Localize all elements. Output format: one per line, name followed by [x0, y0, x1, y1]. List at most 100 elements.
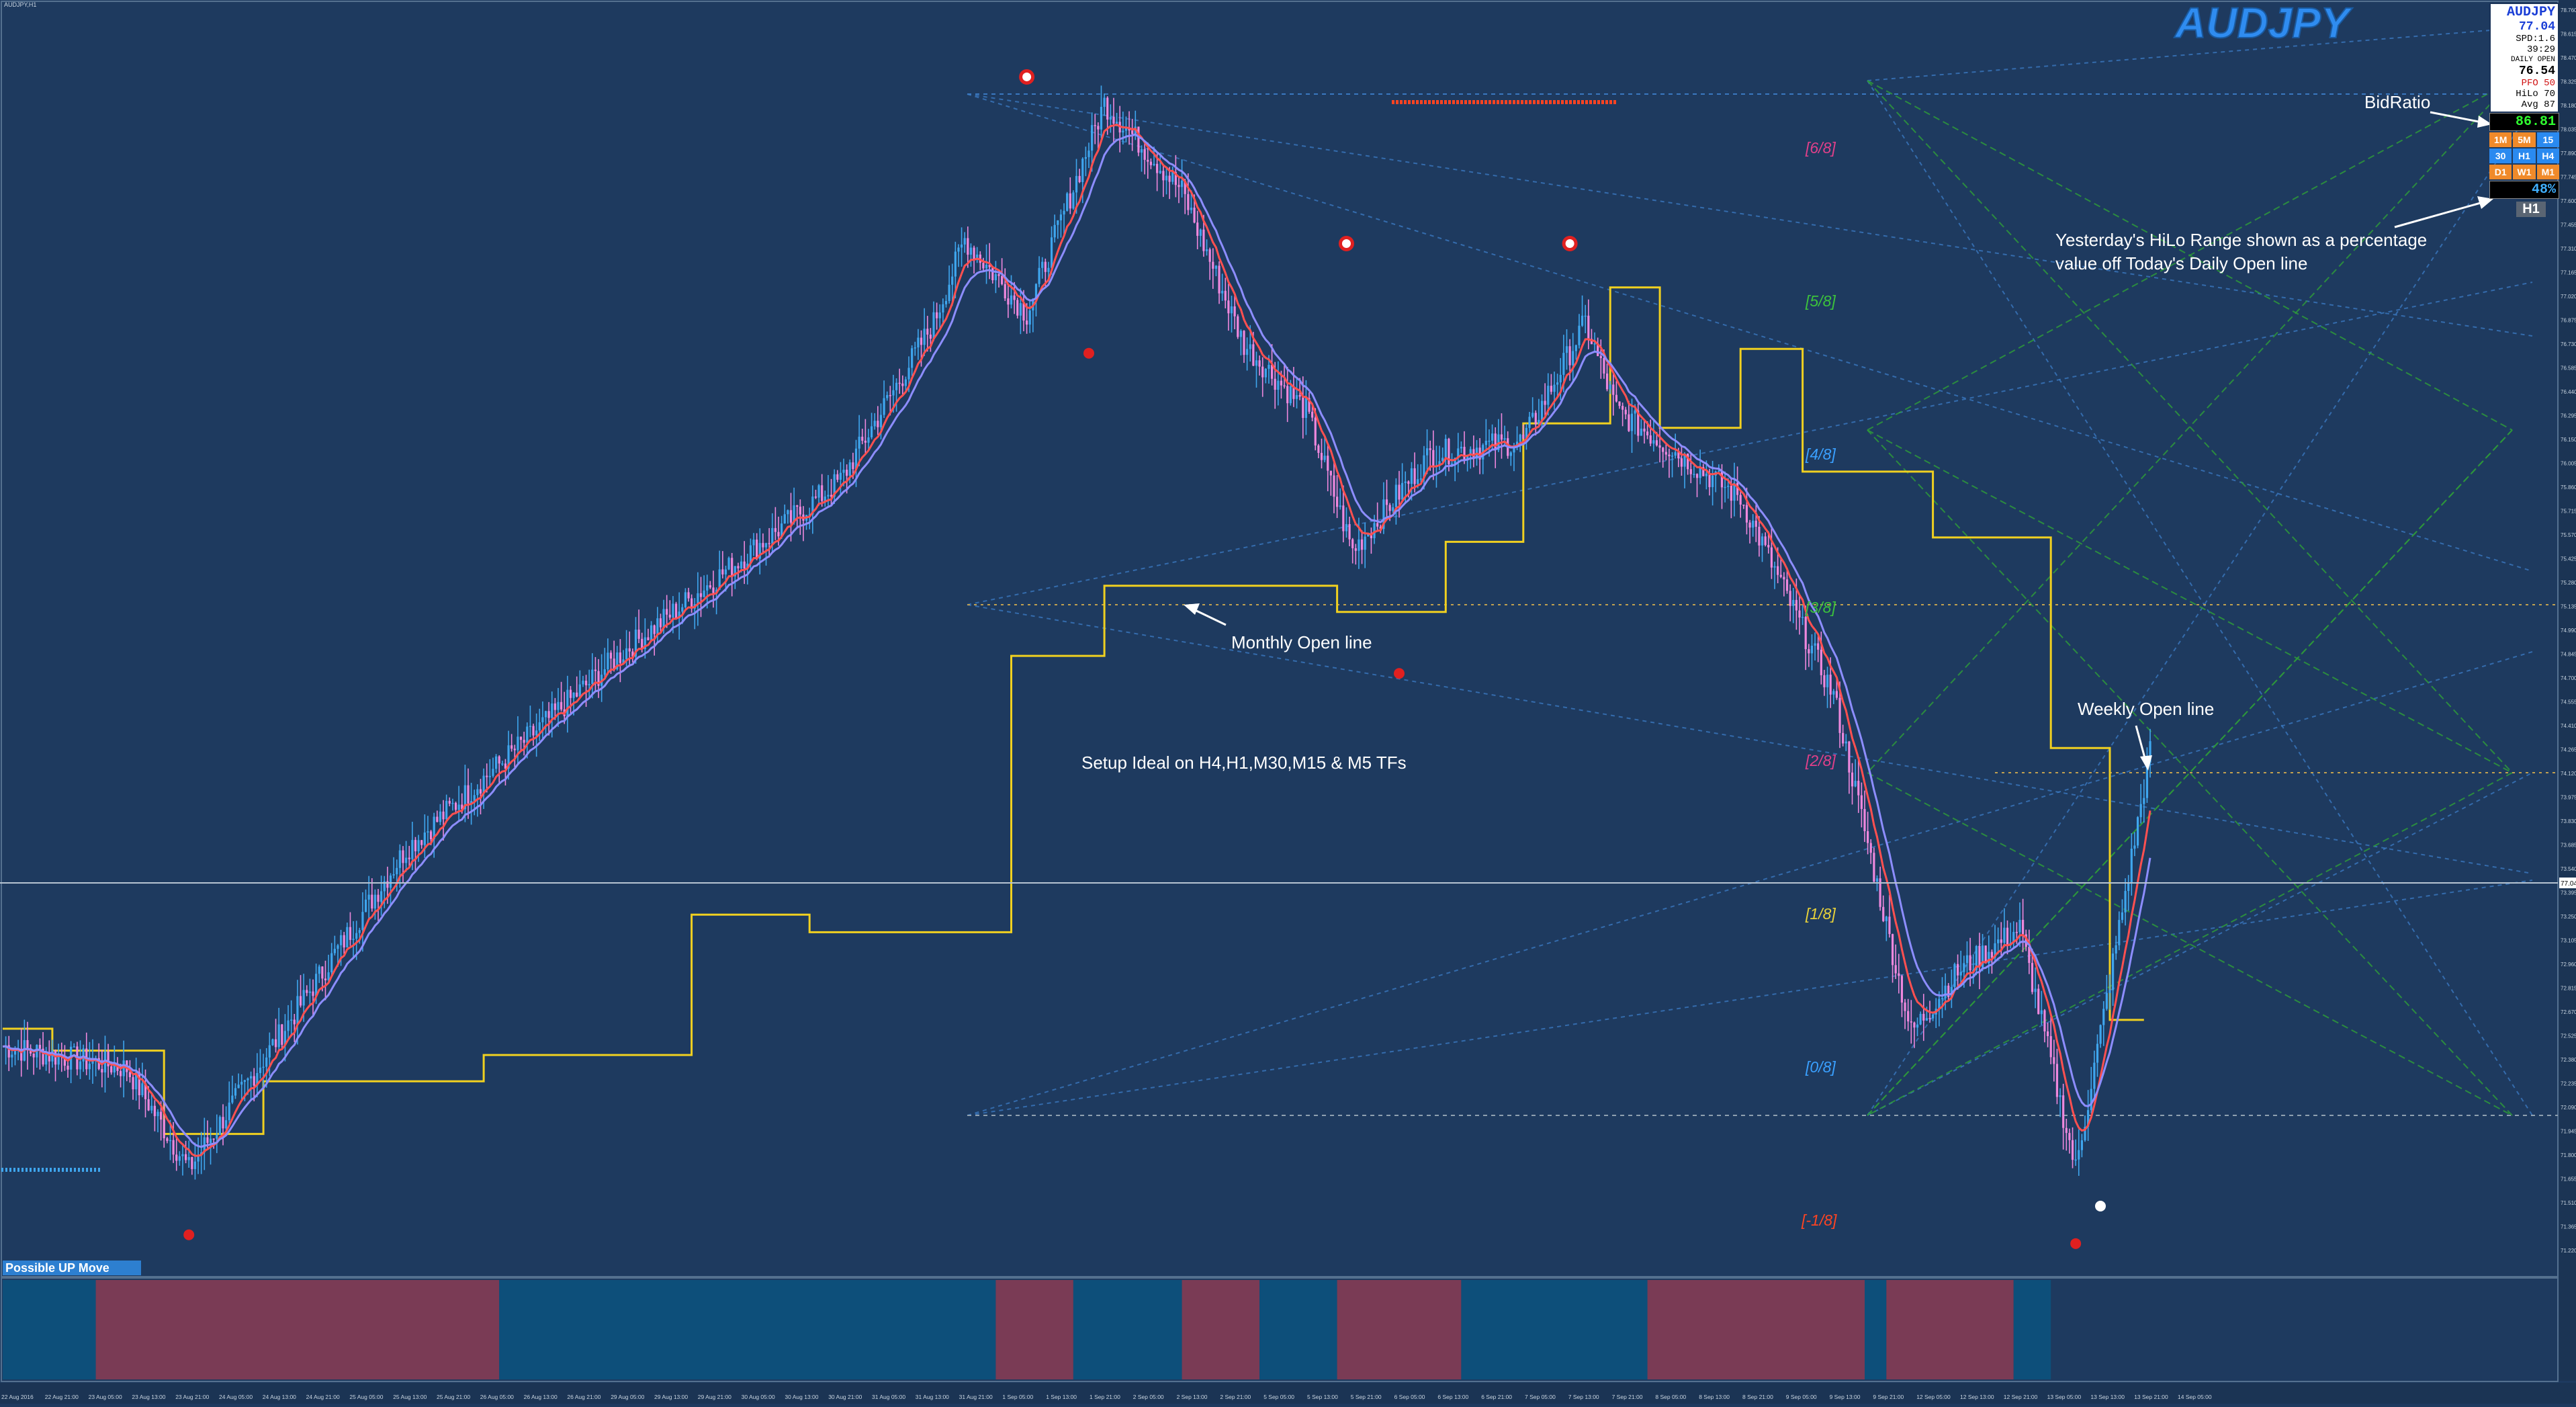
candle-body — [1165, 175, 1168, 181]
candle-body — [771, 527, 774, 544]
candle-body — [2096, 1043, 2099, 1063]
candle-body — [283, 1031, 287, 1045]
candle-body — [643, 637, 646, 649]
candle-body — [494, 756, 498, 769]
price-axis-label: 71.945 — [2561, 1129, 2576, 1135]
tf-30[interactable]: 30 — [2489, 148, 2512, 163]
candle-body — [256, 1073, 259, 1086]
candle-body — [373, 894, 376, 909]
candle-body — [1394, 484, 1397, 507]
candle-body — [1233, 306, 1236, 316]
candle-body — [1370, 534, 1373, 539]
candle-body — [1264, 368, 1267, 378]
candle-body — [1528, 417, 1531, 428]
candle-body — [699, 593, 703, 597]
signal-badge — [3, 1261, 141, 1275]
candle-body — [1227, 300, 1230, 314]
tf-5m[interactable]: 5M — [2513, 132, 2536, 147]
price-axis-label: 77.455 — [2561, 222, 2576, 228]
candle-body — [1311, 411, 1314, 418]
candle-body — [578, 684, 581, 697]
candle-body — [898, 382, 901, 384]
current-price-tag — [2559, 878, 2576, 888]
candle-body — [1534, 413, 1537, 425]
candle-body — [7, 1045, 10, 1058]
candle-body — [1808, 649, 1810, 654]
candle-body — [2062, 1095, 2065, 1128]
candle-body — [237, 1084, 240, 1089]
candle-body — [1941, 998, 1944, 1000]
candle-body — [247, 1078, 249, 1080]
tf-1m[interactable]: 1M — [2489, 132, 2512, 147]
price-axis-label: 78.325 — [2561, 79, 2576, 85]
candle-body — [1851, 772, 1854, 787]
candle-body — [1963, 963, 1965, 972]
time-axis-label: 6 Sep 13:00 — [1437, 1394, 1468, 1400]
candle-body — [1622, 406, 1624, 410]
candle-body — [566, 689, 569, 716]
candle-body — [1773, 566, 1776, 568]
candle-body — [1091, 125, 1094, 151]
candle-body — [1838, 697, 1841, 733]
candle-body — [1894, 965, 1897, 974]
candle-body — [243, 1080, 246, 1082]
candle-body — [1429, 448, 1431, 450]
fractal-high-marker — [1019, 69, 1035, 85]
candle-body — [414, 840, 417, 851]
tf-w1[interactable]: W1 — [2513, 165, 2536, 179]
info-timeframe[interactable]: H1 — [2516, 202, 2546, 217]
candle-body — [830, 495, 833, 497]
candle-body — [144, 1083, 147, 1099]
candle-body — [1354, 548, 1357, 551]
candle-body — [1761, 536, 1764, 546]
tf-15[interactable]: 15 — [2536, 132, 2559, 147]
candle-body — [193, 1161, 197, 1169]
candle-body — [2090, 1089, 2092, 1111]
candle-body — [389, 876, 392, 888]
candle-body — [1249, 344, 1251, 349]
candle-body — [2139, 804, 2142, 818]
time-axis-label: 26 Aug 05:00 — [480, 1394, 514, 1400]
tf-d1[interactable]: D1 — [2489, 165, 2512, 179]
candle-body — [2130, 849, 2133, 884]
candle-body — [13, 1050, 17, 1055]
candle-body — [982, 263, 985, 269]
candle-body — [54, 1050, 57, 1065]
sub-window-bar — [995, 1280, 1073, 1379]
candle-body — [405, 857, 408, 863]
candle-body — [622, 659, 625, 663]
candle-body — [994, 274, 997, 281]
candle-body — [1568, 346, 1571, 366]
candle-body — [973, 247, 975, 260]
candle-body — [1277, 380, 1280, 390]
candle-body — [1382, 499, 1385, 529]
candle-body — [1053, 224, 1056, 238]
tf-h4[interactable]: H4 — [2536, 148, 2559, 163]
tf-h1[interactable]: H1 — [2513, 148, 2536, 163]
candle-body — [2065, 1127, 2068, 1134]
time-axis-label: 12 Sep 05:00 — [1916, 1394, 1951, 1400]
time-axis-label: 31 Aug 05:00 — [872, 1394, 905, 1400]
candle-body — [1802, 617, 1804, 618]
candle-body — [1565, 346, 1568, 353]
candle-body — [1572, 351, 1574, 366]
candle-body — [1401, 482, 1404, 500]
price-axis: 78.760 78.615 78.470 78.325 78.180 78.035 77.8… — [2561, 7, 2576, 1254]
candle-body — [662, 609, 665, 628]
candle-body — [2046, 1031, 2049, 1037]
murrey-label-6-8: [6/8] — [1805, 139, 1836, 157]
candle-body — [392, 874, 395, 876]
candle-body — [367, 894, 370, 900]
candle-body — [178, 1156, 181, 1161]
candle-body — [1662, 447, 1664, 452]
candle-body — [557, 701, 560, 710]
tf-mn1[interactable]: M1 — [2536, 165, 2559, 179]
candle-body — [1978, 946, 1981, 968]
candle-body — [479, 789, 482, 794]
candle-body — [985, 264, 988, 269]
candle-body — [1385, 499, 1388, 505]
candle-body — [2118, 920, 2121, 945]
candle-body — [107, 1051, 109, 1066]
candle-body — [277, 1024, 280, 1048]
